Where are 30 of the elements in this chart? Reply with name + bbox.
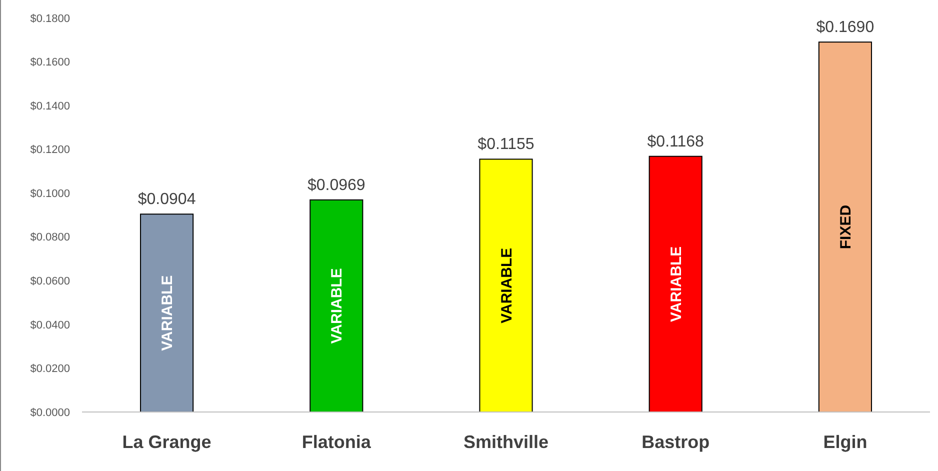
bar [479,158,533,412]
annotation: VARIABLE [498,248,516,324]
y-tick-label: $0.0200 [30,363,70,376]
x-tick-label: Flatonia [302,432,372,452]
y-tick-label: $0.1400 [30,100,70,112]
y-tick-label: $0.0800 [30,232,70,244]
x-tick-label: Smithville [463,432,549,452]
y-tick-label: $0.0000 [30,406,70,419]
x-tick-label: La Grange [122,432,212,452]
data-label: $0.0904 [138,191,196,208]
annotation: FIXED [837,204,854,250]
y-tick-label: $0.0600 [30,276,70,288]
data-label: $0.1168 [647,133,704,150]
y-tick-label: $0.1200 [30,144,70,156]
bar [140,214,194,412]
annotation: VARIABLE [328,268,346,344]
data-label: $0.1155 [478,136,534,154]
y-tick-label: $0.1600 [30,56,70,69]
y-tick-label: $0.0400 [30,319,70,332]
data-label: $0.0969 [307,176,366,194]
x-tick-label: Elgin [823,432,868,452]
data-label: $0.1690 [816,19,874,36]
annotation: VARIABLE [159,275,176,351]
annotation: VARIABLE [668,246,685,322]
bar [648,156,702,412]
y-tick-label: $0.1800 [30,12,70,25]
bar [818,42,872,412]
x-tick-label: Bastrop [642,432,710,452]
y-tick-label: $0.1000 [30,188,70,200]
bar [310,199,364,412]
